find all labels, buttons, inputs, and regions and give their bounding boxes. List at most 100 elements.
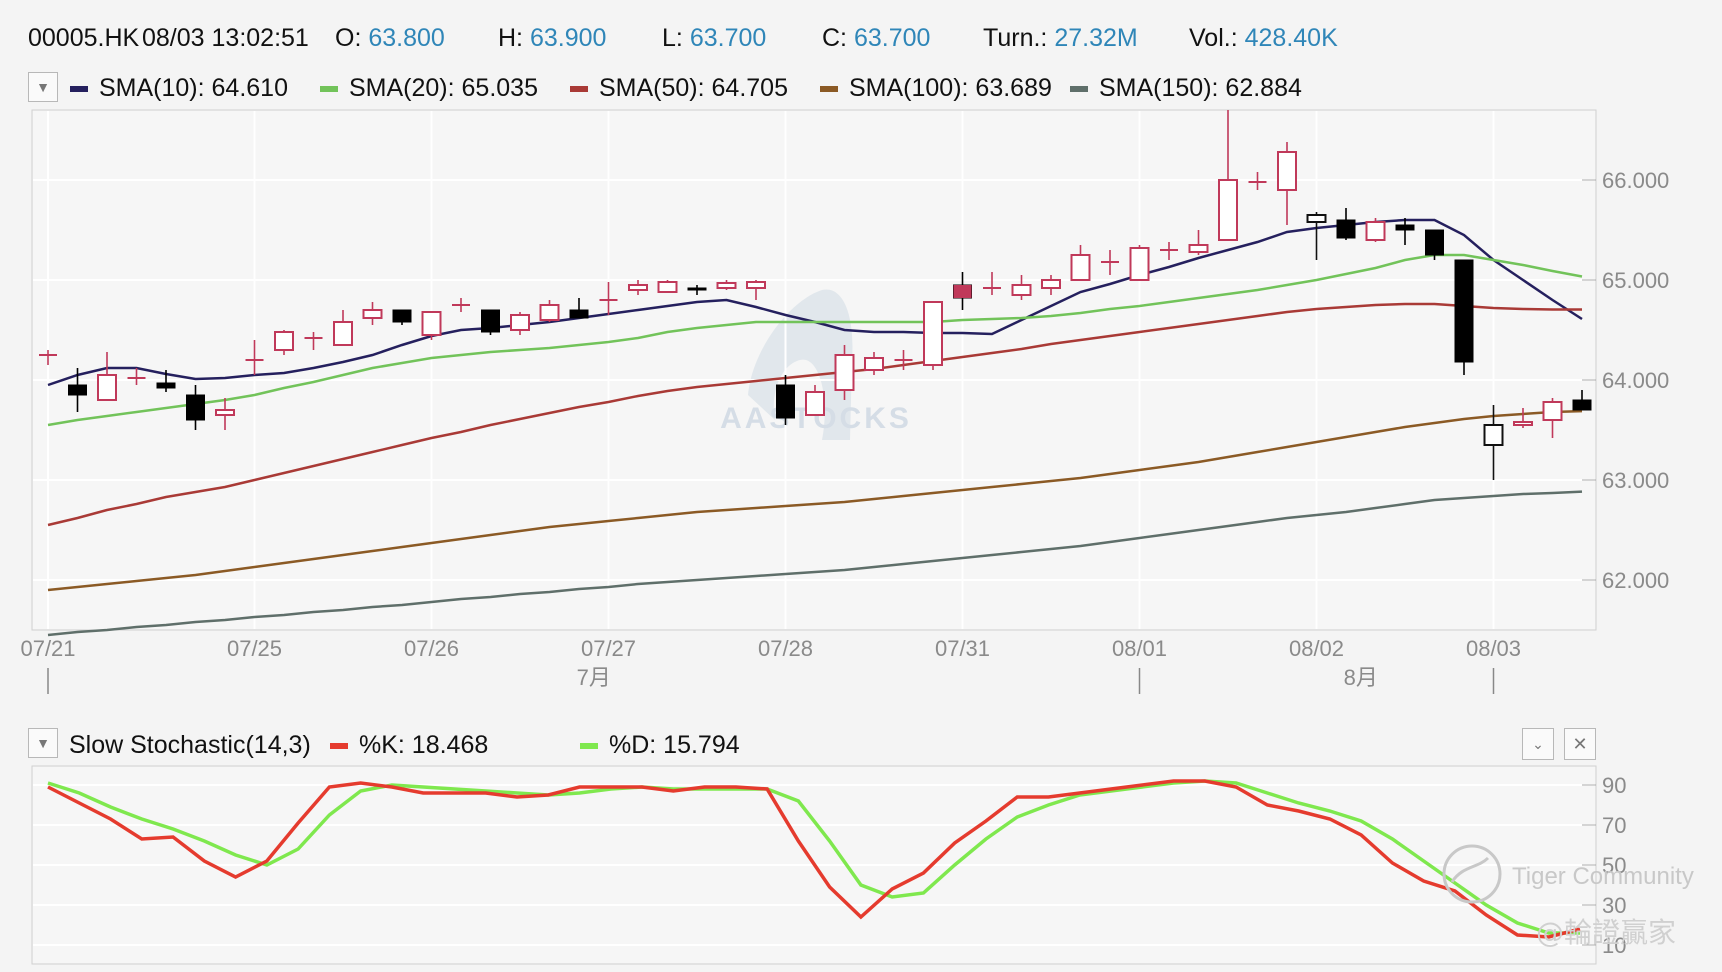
candle-body: [421, 311, 442, 336]
candle-body: [1011, 284, 1032, 296]
candle: [1395, 218, 1415, 245]
sma-line-sma150: [47, 490, 1583, 637]
legend-swatch: [320, 85, 338, 92]
y-tick-label: 66.000: [1602, 168, 1669, 193]
legend-sma10: SMA(10): 64.610: [70, 74, 288, 103]
k-label: %K: 18.468: [359, 731, 489, 759]
candle: [834, 345, 855, 400]
month-label: 8月: [1344, 665, 1378, 690]
close-label: C:: [822, 24, 847, 52]
triangle-down-icon: ▼: [36, 79, 50, 95]
legend-d: %D: 15.794: [580, 731, 740, 760]
legend-label: SMA(10): 64.610: [99, 74, 288, 102]
candle-body: [1542, 401, 1563, 421]
indicator-dropdown-button[interactable]: ▼: [28, 72, 58, 102]
candle: [392, 309, 412, 325]
k-swatch: [330, 742, 348, 749]
sma-line-sma20: [47, 253, 1583, 427]
candle: [362, 302, 383, 325]
d-swatch: [580, 742, 598, 749]
candle-body: [657, 281, 678, 293]
y-tick-label: 64.000: [1602, 368, 1669, 393]
candle: [1365, 218, 1386, 242]
candle: [186, 385, 205, 430]
candle: [776, 375, 795, 425]
candle: [1070, 245, 1091, 281]
candle-body: [1218, 179, 1238, 241]
chevron-down-icon: ⌄: [1532, 735, 1544, 752]
legend-swatch: [570, 85, 588, 92]
open-value: 63.800: [368, 24, 445, 52]
candle: [1101, 250, 1119, 275]
author-watermark: @輪證贏家: [1536, 916, 1676, 949]
stochastic-header: ▼ Slow Stochastic(14,3) %K: 18.468 %D: 1…: [28, 728, 1596, 764]
collapse-panel-button[interactable]: ⌄: [1522, 728, 1554, 760]
x-tick-label: 08/01: [1112, 636, 1167, 661]
candle: [1513, 408, 1533, 428]
low-value: 63.700: [689, 24, 767, 52]
stoch-tick-label: 30: [1602, 893, 1626, 918]
candle-body: [1277, 151, 1297, 191]
aastocks-watermark: AASTOCKS: [720, 289, 909, 440]
candle-body: [510, 314, 530, 331]
candle: [304, 332, 323, 350]
candle-body: [1365, 221, 1386, 241]
candle-body: [156, 382, 176, 389]
turnover-label: Turn.:: [983, 24, 1048, 52]
candle-body: [1188, 244, 1209, 253]
candle-body: [68, 384, 87, 396]
x-tick-label: 07/25: [227, 636, 282, 661]
stoch-d-line: [47, 779, 1580, 935]
stoch-tick-label: 50: [1602, 853, 1626, 878]
candle: [245, 340, 264, 375]
candle: [628, 280, 648, 295]
x-tick-label: 07/21: [20, 636, 75, 661]
candle: [1542, 398, 1563, 438]
candle: [452, 298, 470, 312]
stoch-tick-label: 90: [1602, 773, 1626, 798]
price-plot-area: [31, 109, 1597, 631]
candle: [687, 285, 707, 295]
y-tick-label: 65.000: [1602, 268, 1669, 293]
candle-body: [923, 301, 943, 366]
candle-body: [1454, 259, 1474, 363]
candle: [539, 300, 560, 322]
month-label: 7月: [577, 665, 611, 690]
candle: [1336, 208, 1356, 240]
turnover-value: 27.32M: [1054, 24, 1138, 52]
candle: [1011, 275, 1032, 300]
candle: [716, 280, 737, 290]
high-label: H:: [498, 24, 523, 52]
x-tick-label: 07/27: [581, 636, 636, 661]
legend-swatch: [1070, 85, 1088, 92]
symbol-text: 00005.HK: [28, 24, 140, 52]
candle: [805, 385, 825, 416]
legend-sma150: SMA(150): 62.884: [1070, 74, 1302, 103]
candle: [127, 368, 146, 385]
candle-body: [362, 309, 383, 319]
candle-body: [481, 309, 500, 333]
candle: [1425, 229, 1444, 260]
candle-body: [834, 354, 855, 391]
stoch-tick-label: 70: [1602, 813, 1626, 838]
stochastic-title-text: Slow Stochastic(14,3): [69, 731, 311, 759]
candle: [1248, 172, 1267, 190]
candle: [215, 398, 235, 430]
candle-body: [333, 321, 353, 346]
low-label: L:: [662, 24, 683, 52]
stochastic-dropdown-button[interactable]: ▼: [28, 728, 58, 758]
candle-body: [215, 409, 235, 416]
candle: [1454, 259, 1474, 375]
candle: [156, 370, 176, 392]
candle-body: [1306, 214, 1327, 223]
candle-body: [1336, 219, 1356, 239]
candle: [1041, 275, 1061, 295]
candle-body: [392, 309, 412, 323]
datetime-text: 08/03 13:02:51: [142, 24, 309, 52]
candle: [1188, 230, 1209, 255]
candle-body: [716, 282, 737, 289]
candle: [481, 309, 500, 335]
close-panel-button[interactable]: ✕: [1564, 728, 1596, 760]
candle-body: [864, 357, 884, 371]
